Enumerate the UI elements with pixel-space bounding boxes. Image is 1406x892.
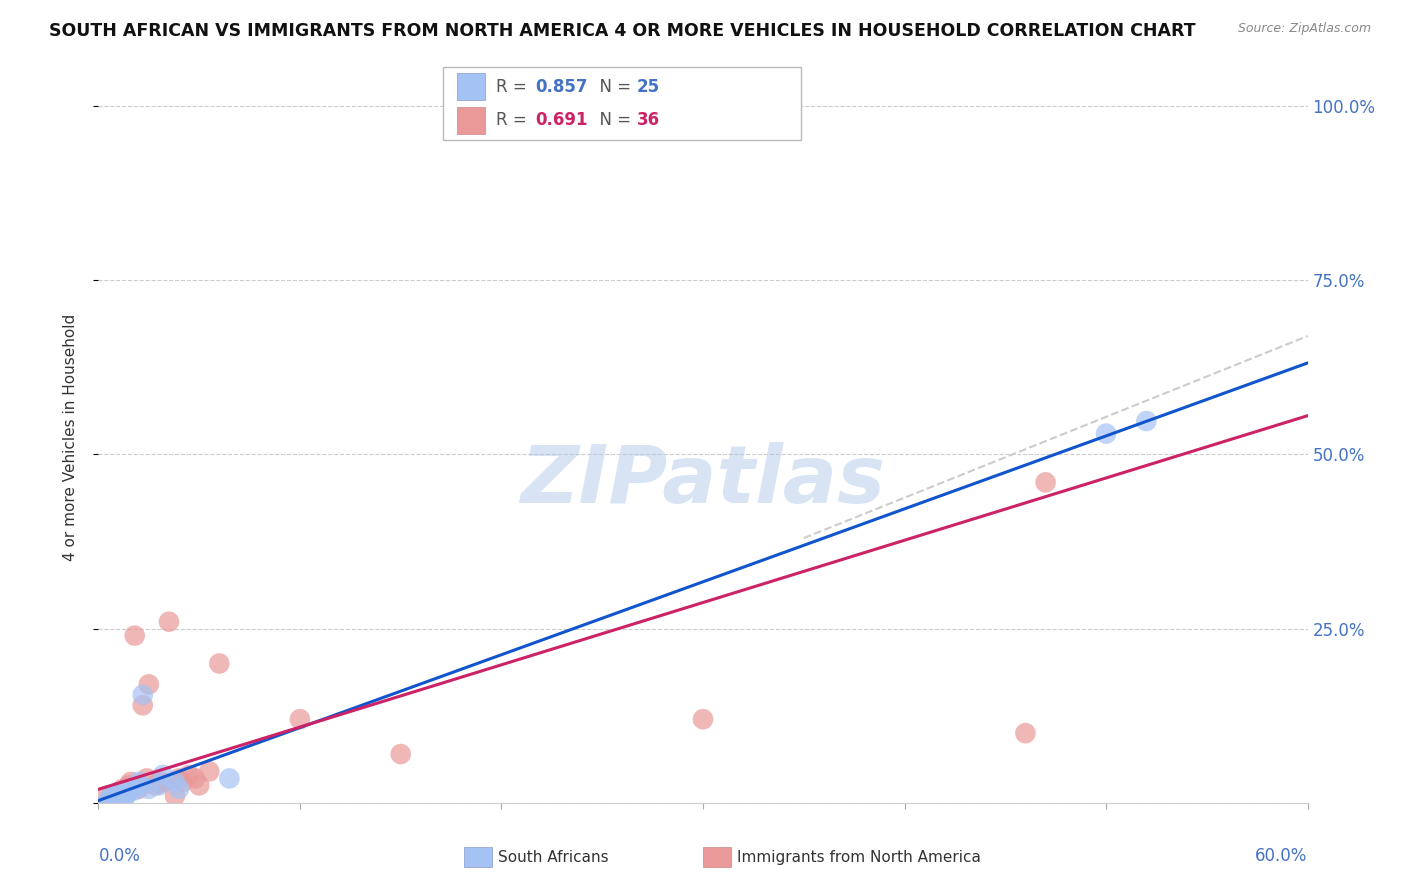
- Text: 0.857: 0.857: [536, 78, 588, 95]
- Point: [143, 778, 166, 792]
- Point: [110, 789, 132, 803]
- Point: [115, 788, 138, 802]
- Point: [114, 790, 136, 805]
- Point: [188, 778, 211, 792]
- Text: Source: ZipAtlas.com: Source: ZipAtlas.com: [1237, 22, 1371, 36]
- Point: [107, 788, 129, 802]
- Text: ZIPatlas: ZIPatlas: [520, 442, 886, 520]
- Point: [128, 775, 150, 789]
- Point: [167, 772, 190, 786]
- Point: [107, 785, 129, 799]
- Point: [163, 775, 186, 789]
- Point: [97, 792, 120, 806]
- Point: [288, 712, 311, 726]
- Point: [96, 789, 118, 803]
- Text: N =: N =: [589, 78, 637, 95]
- Point: [152, 768, 174, 782]
- Point: [129, 778, 152, 792]
- Text: 25: 25: [637, 78, 659, 95]
- Point: [1135, 414, 1157, 428]
- Text: South Africans: South Africans: [498, 850, 609, 864]
- Point: [124, 629, 146, 643]
- Point: [163, 789, 186, 803]
- Text: N =: N =: [589, 112, 637, 129]
- Point: [111, 788, 134, 802]
- Point: [218, 772, 240, 786]
- Point: [110, 788, 132, 802]
- Point: [172, 775, 194, 789]
- Point: [111, 781, 134, 796]
- Point: [105, 791, 128, 805]
- Point: [167, 781, 190, 796]
- Point: [184, 772, 207, 786]
- Point: [138, 677, 160, 691]
- Point: [100, 790, 122, 805]
- Point: [120, 775, 142, 789]
- Point: [129, 778, 152, 792]
- Text: 0.691: 0.691: [536, 112, 588, 129]
- Point: [107, 789, 129, 803]
- Point: [115, 781, 138, 796]
- Point: [105, 788, 128, 802]
- Point: [1014, 726, 1036, 740]
- Point: [138, 781, 160, 796]
- Point: [107, 785, 129, 799]
- Text: 36: 36: [637, 112, 659, 129]
- Text: R =: R =: [496, 78, 533, 95]
- Point: [692, 712, 714, 726]
- Point: [114, 785, 136, 799]
- Point: [208, 657, 231, 671]
- Point: [124, 783, 146, 797]
- Point: [128, 781, 150, 796]
- Point: [1095, 426, 1118, 441]
- Y-axis label: 4 or more Vehicles in Household: 4 or more Vehicles in Household: [63, 313, 77, 561]
- Point: [100, 790, 122, 805]
- Point: [118, 778, 141, 792]
- Point: [1035, 475, 1057, 490]
- Point: [157, 615, 180, 629]
- Point: [148, 778, 170, 792]
- Point: [103, 789, 125, 803]
- Point: [389, 747, 412, 761]
- Point: [152, 775, 174, 789]
- Point: [101, 791, 124, 805]
- Text: 0.0%: 0.0%: [98, 847, 141, 864]
- Point: [120, 781, 142, 796]
- Text: SOUTH AFRICAN VS IMMIGRANTS FROM NORTH AMERICA 4 OR MORE VEHICLES IN HOUSEHOLD C: SOUTH AFRICAN VS IMMIGRANTS FROM NORTH A…: [49, 22, 1197, 40]
- Point: [135, 772, 157, 786]
- Point: [132, 688, 155, 702]
- Point: [148, 776, 170, 790]
- Point: [103, 789, 125, 803]
- Text: 60.0%: 60.0%: [1256, 847, 1308, 864]
- Point: [132, 698, 155, 713]
- Text: R =: R =: [496, 112, 533, 129]
- Point: [118, 785, 141, 799]
- Text: Immigrants from North America: Immigrants from North America: [737, 850, 980, 864]
- Point: [198, 764, 221, 779]
- Point: [179, 768, 201, 782]
